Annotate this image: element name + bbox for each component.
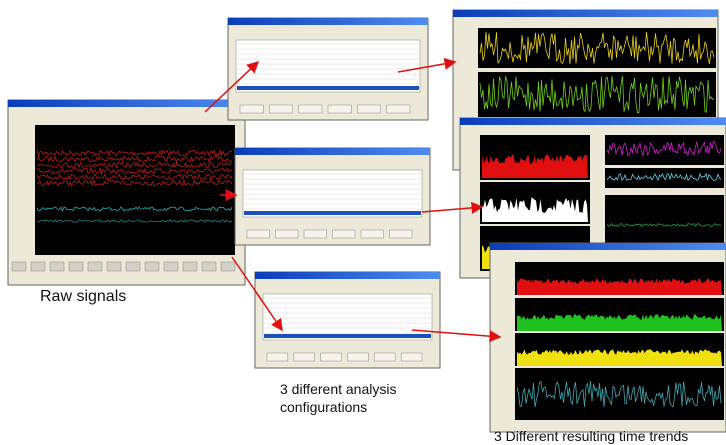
button <box>328 105 351 113</box>
button <box>247 230 270 238</box>
button <box>50 262 64 271</box>
title-bar <box>255 272 440 279</box>
button <box>276 230 299 238</box>
button <box>145 262 159 271</box>
selected-row <box>244 211 421 215</box>
button <box>387 105 410 113</box>
button <box>269 105 292 113</box>
button <box>357 105 380 113</box>
button <box>31 262 45 271</box>
button <box>221 262 235 271</box>
button <box>107 262 121 271</box>
button <box>321 353 342 361</box>
plot <box>35 125 235 255</box>
button <box>88 262 102 271</box>
button <box>294 353 315 361</box>
title-bar <box>235 148 430 155</box>
button <box>374 353 395 361</box>
title-bar <box>453 10 718 17</box>
diagram: Raw signals 3 different analysis configu… <box>0 0 726 445</box>
button <box>12 262 26 271</box>
button <box>304 230 327 238</box>
configs-label: 3 different analysis configurations <box>280 380 430 416</box>
button <box>333 230 356 238</box>
button <box>401 353 422 361</box>
button <box>164 262 178 271</box>
button <box>183 262 197 271</box>
button <box>69 262 83 271</box>
table <box>243 170 422 217</box>
raw-label: Raw signals <box>40 288 126 306</box>
artwork <box>0 0 726 445</box>
button <box>299 105 322 113</box>
title-bar <box>8 100 245 107</box>
button <box>361 230 384 238</box>
button <box>202 262 216 271</box>
title-bar <box>228 18 428 25</box>
title-bar <box>490 243 726 250</box>
trends-label: 3 Different resulting time trends <box>494 428 688 444</box>
button <box>126 262 140 271</box>
selected-row <box>237 86 419 90</box>
button <box>267 353 288 361</box>
title-bar <box>460 118 726 125</box>
selected-row <box>264 334 431 338</box>
button <box>390 230 413 238</box>
button <box>348 353 369 361</box>
button <box>240 105 263 113</box>
